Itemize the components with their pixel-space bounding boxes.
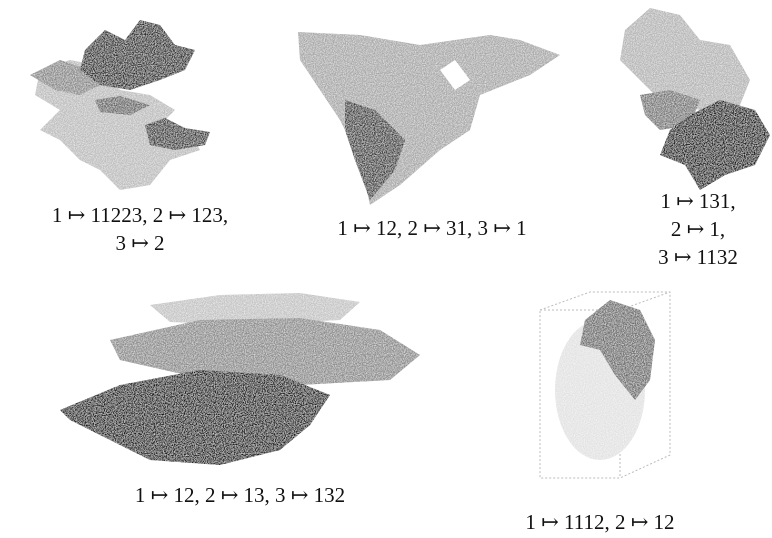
fractal-3 (620, 8, 770, 190)
caption: 1 ↦ 11223, 2 ↦ 123, (52, 203, 228, 227)
fractal-region (620, 8, 750, 110)
fractal-4 (60, 293, 420, 465)
body: 1 ↦ 11223, 2 ↦ 123, 3 ↦ 2 1 ↦ 12, 2 ↦ 31… (0, 0, 772, 538)
caption: 1 ↦ 1112, 2 ↦ 12 (525, 510, 674, 534)
fractal-region (60, 370, 330, 465)
fractal-5 (540, 292, 670, 478)
fractal-region (80, 20, 195, 90)
page: {"figures": [ {"caption": ["1 ↦ 11223, 2… (0, 0, 772, 538)
caption: 2 ↦ 1, (671, 217, 725, 241)
caption: 1 ↦ 131, (660, 189, 735, 213)
fractal-2 (298, 32, 560, 205)
caption: 1 ↦ 12, 2 ↦ 31, 3 ↦ 1 (337, 216, 526, 240)
fractal-region (145, 118, 210, 150)
fractal-1 (30, 20, 210, 190)
caption: 1 ↦ 12, 2 ↦ 13, 3 ↦ 132 (135, 483, 345, 507)
fractal-region (298, 32, 560, 205)
caption: 3 ↦ 1132 (658, 245, 738, 269)
figure: 1 ↦ 11223, 2 ↦ 123, 3 ↦ 2 1 ↦ 12, 2 ↦ 31… (0, 0, 772, 538)
caption: 3 ↦ 2 (115, 231, 164, 255)
